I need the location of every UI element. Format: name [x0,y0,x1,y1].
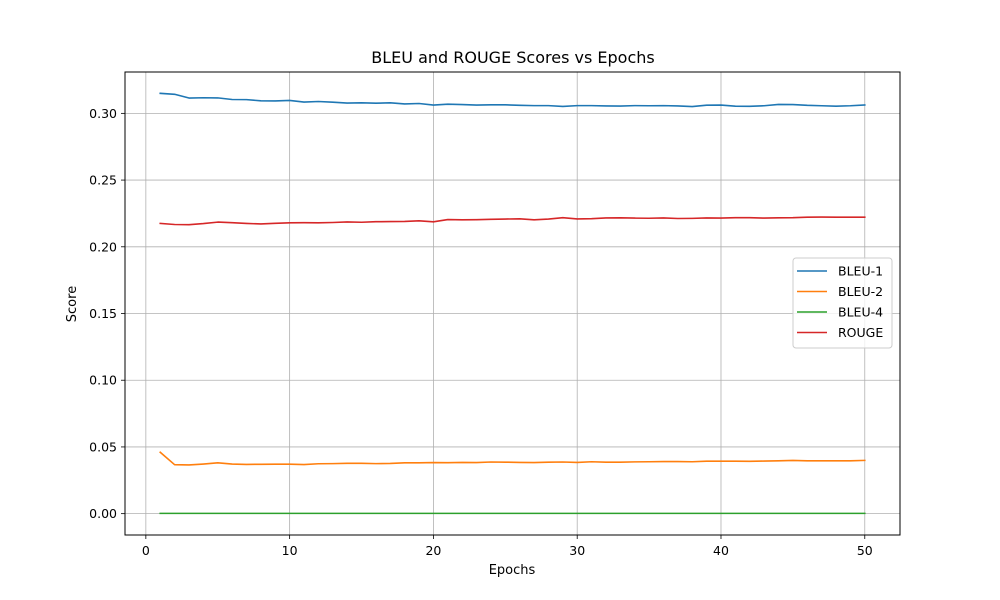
legend-label-rouge: ROUGE [838,325,883,340]
legend-label-bleu-1: BLEU-1 [838,264,883,279]
series-line-bleu-2 [159,451,866,466]
y-axis-label: Score [65,286,80,322]
x-tick-label: 40 [713,543,729,558]
series-group [159,92,866,515]
x-tick-label: 10 [282,543,298,558]
y-tick-label: 0.05 [89,439,117,454]
x-tick-label: 0 [142,543,150,558]
y-tick-label: 0.25 [89,173,117,188]
legend-box [792,257,893,349]
y-tick-label: 0.10 [89,373,117,388]
x-tick-label: 30 [569,543,585,558]
legend-label-bleu-4: BLEU-4 [838,305,883,320]
plot-area-frame [124,71,901,536]
series-line-rouge [159,216,866,226]
x-tick-label: 20 [425,543,441,558]
x-tick-label: 50 [857,543,873,558]
chart-title: BLEU and ROUGE Scores vs Epochs [371,48,654,67]
y-tick-label: 0.20 [89,239,117,254]
ticks: 0 10 20 30 40 50 0.00 0.05 0.10 0.15 0.20 0.25 0.30 [89,106,873,558]
legend-label-bleu-2: BLEU-2 [838,284,883,299]
y-tick-label: 0.00 [89,506,117,521]
x-axis-label: Epochs [489,563,536,578]
y-tick-label: 0.30 [89,106,117,121]
legend: BLEU-1 BLEU-2 BLEU-4 ROUGE [792,257,893,349]
series-line-bleu-1 [159,92,866,108]
y-tick-label: 0.15 [89,306,117,321]
